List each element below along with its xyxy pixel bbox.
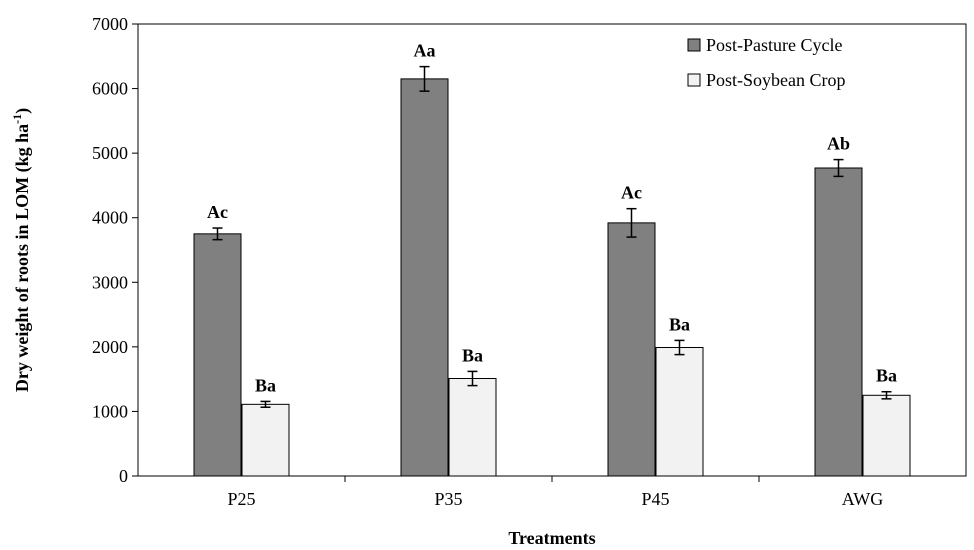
y-axis-title-tail: ) bbox=[12, 108, 33, 114]
data-label: Ac bbox=[621, 183, 642, 203]
y-axis-title-main: Dry weight of roots in LOM (kg ha bbox=[12, 124, 33, 392]
legend: Post-Pasture Cycle Post-Soybean Crop bbox=[688, 35, 846, 90]
y-tick-label: 2000 bbox=[92, 337, 128, 357]
data-label: Ba bbox=[669, 314, 690, 334]
y-axis-title: Dry weight of roots in LOM (kg ha-1) bbox=[10, 108, 33, 392]
x-axis-title: Treatments bbox=[508, 528, 595, 548]
y-tick-label: 0 bbox=[119, 466, 128, 486]
legend-label: Post-Pasture Cycle bbox=[706, 35, 843, 55]
y-tick-label: 3000 bbox=[92, 272, 128, 292]
y-tick-label: 4000 bbox=[92, 208, 128, 228]
bars: Ac Ba Aa Ba Ac Ba Ab Ba bbox=[194, 41, 910, 476]
y-tick-label: 5000 bbox=[92, 143, 128, 163]
legend-swatch bbox=[688, 39, 700, 51]
y-tick-label: 6000 bbox=[92, 79, 128, 99]
data-label: Ba bbox=[255, 375, 276, 395]
bar bbox=[608, 223, 655, 476]
x-tick-label: P25 bbox=[227, 489, 255, 509]
bar bbox=[815, 168, 862, 476]
data-label: Ba bbox=[876, 366, 897, 386]
y-axis-title-superscript: -1 bbox=[10, 114, 24, 124]
bar bbox=[194, 234, 241, 476]
x-tick-label: P45 bbox=[641, 489, 669, 509]
data-label: Ba bbox=[462, 345, 483, 365]
y-tick-label: 7000 bbox=[92, 14, 128, 34]
x-axis: P25 P35 P45 AWG bbox=[227, 476, 883, 509]
bar bbox=[401, 79, 448, 476]
bar bbox=[449, 378, 496, 476]
bar bbox=[656, 348, 703, 476]
legend-swatch bbox=[688, 74, 700, 86]
data-label: Ab bbox=[827, 134, 850, 154]
data-label: Aa bbox=[414, 41, 436, 61]
x-tick-label: P35 bbox=[434, 489, 462, 509]
y-tick-label: 1000 bbox=[92, 401, 128, 421]
data-label: Ac bbox=[207, 202, 228, 222]
bar bbox=[863, 395, 910, 476]
legend-label: Post-Soybean Crop bbox=[706, 70, 846, 90]
bar bbox=[242, 404, 289, 476]
x-tick-label: AWG bbox=[842, 489, 884, 509]
